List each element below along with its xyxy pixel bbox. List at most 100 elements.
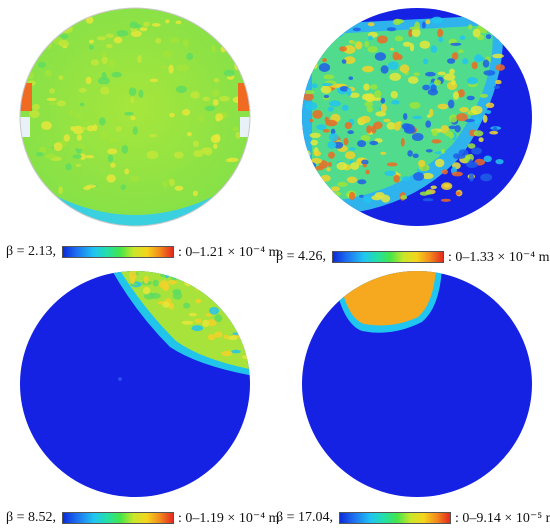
texture-speck [391, 100, 400, 105]
texture-speck [441, 169, 448, 175]
range-label: : 0–9.14 × 10⁻⁵ m [455, 510, 550, 526]
texture-speck [193, 150, 204, 158]
texture-speck [362, 65, 374, 73]
texture-speck [380, 97, 386, 104]
texture-speck [364, 40, 370, 48]
texture-speck [205, 278, 218, 286]
texture-speck [326, 167, 331, 172]
texture-speck [361, 159, 369, 165]
texture-speck [232, 126, 239, 132]
texture-speck [247, 317, 250, 323]
texture-speck [310, 158, 322, 164]
texture-speck [315, 165, 324, 171]
contour-plot-beta-8-52 [10, 267, 260, 501]
texture-speck [451, 79, 456, 86]
texture-speck [483, 70, 496, 76]
texture-speck [44, 69, 53, 77]
texture-speck [443, 73, 456, 81]
texture-speck [107, 137, 118, 143]
texture-speck [165, 19, 170, 24]
texture-speck [451, 52, 459, 60]
texture-speck [217, 285, 229, 290]
texture-speck [482, 114, 488, 123]
texture-speck [339, 46, 347, 52]
texture-speck [384, 170, 397, 176]
texture-speck [173, 151, 184, 159]
texture-speck [458, 149, 469, 157]
texture-speck [471, 61, 478, 70]
beta-label: β = 8.52, [6, 510, 57, 525]
texture-speck [306, 34, 311, 39]
texture-speck [430, 185, 437, 190]
texture-speck [390, 90, 398, 99]
texture-speck [380, 65, 389, 74]
texture-speck [50, 21, 62, 25]
texture-speck [473, 130, 484, 137]
texture-speck [59, 34, 69, 40]
texture-speck [305, 183, 312, 191]
texture-speck [204, 105, 216, 112]
texture-speck [334, 141, 344, 149]
texture-speck [313, 151, 321, 157]
texture-speck [364, 101, 373, 108]
texture-speck [115, 126, 122, 132]
texture-speck [394, 35, 404, 42]
texture-speck [320, 85, 332, 94]
texture-speck [149, 133, 158, 138]
texture-speck [169, 112, 175, 118]
texture-speck [137, 55, 142, 64]
texture-speck [213, 78, 220, 83]
texture-speck [402, 41, 412, 47]
texture-speck [349, 92, 360, 98]
texture-speck [447, 58, 456, 64]
texture-speck [85, 76, 92, 85]
texture-speck [159, 280, 169, 289]
texture-speck [144, 116, 150, 122]
texture-speck [251, 327, 257, 332]
texture-speck [83, 186, 91, 191]
texture-speck [444, 130, 453, 137]
texture-speck [440, 198, 451, 202]
texture-speck [409, 43, 415, 52]
texture-speck [231, 349, 241, 354]
texture-speck [459, 35, 466, 40]
texture-speck [363, 83, 370, 91]
texture-speck [466, 95, 475, 101]
texture-speck [328, 133, 339, 142]
texture-speck [437, 103, 449, 110]
texture-speck [308, 162, 316, 170]
texture-speck [143, 21, 150, 27]
texture-speck [225, 271, 233, 273]
texture-speck [234, 274, 242, 282]
texture-speck [239, 321, 250, 326]
texture-speck [84, 121, 89, 126]
texture-speck [450, 42, 462, 46]
range-label: : 0–1.19 × 10⁻⁴ m [178, 510, 280, 526]
texture-speck [78, 87, 87, 93]
texture-speck [128, 271, 137, 280]
texture-speck [138, 89, 144, 99]
texture-speck [451, 171, 463, 177]
texture-speck [182, 39, 190, 47]
texture-speck [205, 313, 213, 317]
texture-speck [230, 314, 242, 322]
texture-speck [142, 286, 151, 295]
texture-speck [237, 326, 243, 331]
texture-speck [116, 30, 129, 37]
texture-speck [79, 153, 86, 160]
texture-speck [146, 150, 159, 160]
texture-speck [310, 139, 318, 146]
texture-speck [88, 44, 94, 50]
texture-speck [186, 52, 194, 61]
texture-speck [441, 182, 453, 191]
texture-speck [194, 318, 202, 324]
texture-speck [312, 55, 319, 63]
texture-speck [393, 122, 401, 131]
texture-speck [395, 19, 404, 24]
texture-speck [65, 163, 72, 171]
texture-speck [171, 271, 179, 279]
texture-speck [326, 19, 334, 26]
texture-speck [309, 132, 321, 138]
texture-speck [480, 173, 493, 182]
texture-speck [218, 298, 225, 303]
